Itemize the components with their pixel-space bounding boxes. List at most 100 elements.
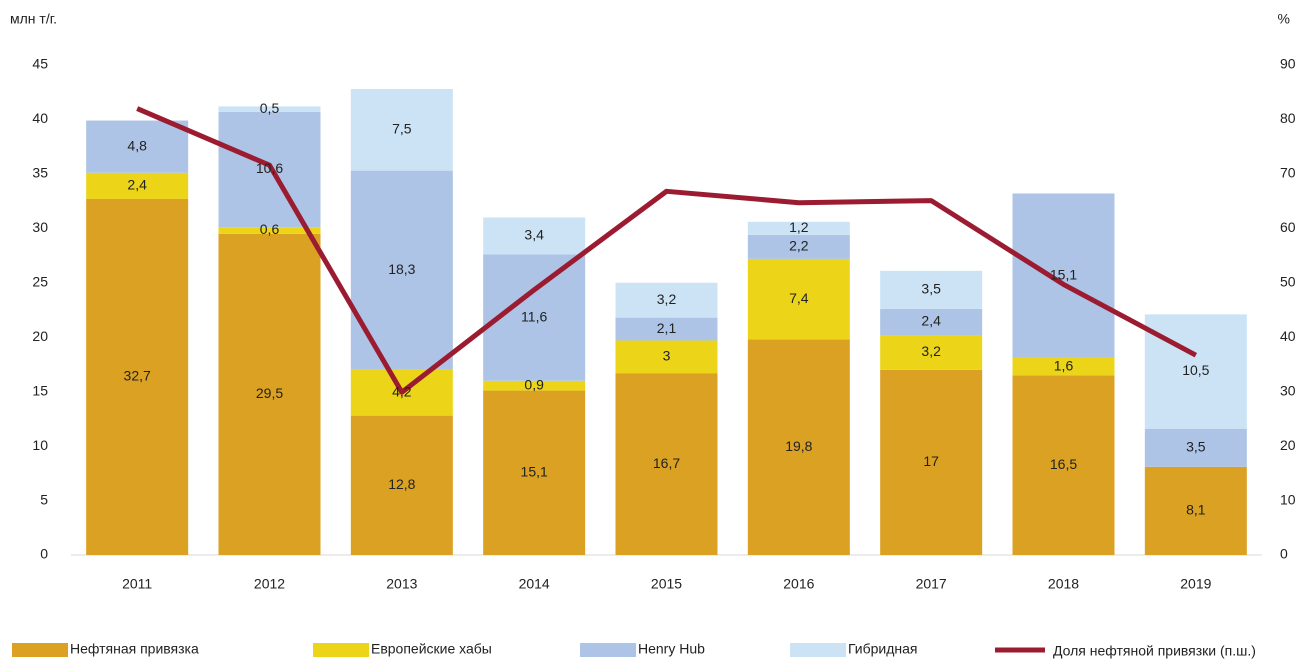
y-tick-label: 20 — [32, 328, 48, 344]
y-axis-unit: млн т/г. — [10, 11, 57, 27]
data-label: 19,8 — [785, 438, 812, 454]
data-label: 4,8 — [127, 137, 147, 153]
y2-tick-label: 0 — [1280, 546, 1288, 562]
y-tick-label: 30 — [32, 219, 48, 235]
legend-label: Европейские хабы — [371, 641, 492, 657]
bar-segment — [747, 221, 850, 235]
bar-segment — [1012, 375, 1115, 555]
bar-segment — [483, 380, 586, 391]
data-label: 17 — [923, 453, 939, 469]
legend-label: Нефтяная привязка — [70, 641, 199, 657]
data-label: 7,5 — [392, 120, 412, 136]
data-label: 3,2 — [921, 343, 941, 359]
bar-segment — [615, 373, 718, 555]
y2-tick-label: 20 — [1280, 437, 1296, 453]
y-tick-label: 40 — [32, 110, 48, 126]
y2-tick-label: 90 — [1280, 56, 1296, 72]
bar-segment — [880, 308, 983, 336]
y-tick-label: 10 — [32, 437, 48, 453]
x-tick-label: 2014 — [519, 576, 550, 592]
x-tick-label: 2015 — [651, 576, 682, 592]
data-label: 4,2 — [392, 383, 412, 399]
data-label: 1,2 — [789, 219, 809, 235]
data-label: 3,5 — [1186, 438, 1206, 454]
y2-tick-label: 40 — [1280, 328, 1296, 344]
bar-segment — [615, 317, 718, 341]
bar-segment — [747, 234, 850, 259]
data-label: 0,9 — [524, 376, 544, 392]
bar-segment — [1144, 466, 1247, 555]
bar-segment — [1144, 314, 1247, 429]
bar-segment — [747, 339, 850, 555]
data-label: 10,6 — [256, 160, 283, 176]
x-tick-label: 2019 — [1180, 576, 1211, 592]
legend-label: Henry Hub — [638, 641, 705, 657]
data-label: 3,5 — [921, 281, 941, 297]
x-tick-label: 2016 — [783, 576, 814, 592]
bar-segment — [218, 227, 321, 234]
y-tick-label: 5 — [40, 491, 48, 507]
y2-axis-unit: % — [1278, 11, 1290, 27]
bar-segment — [483, 217, 586, 255]
data-label: 3,2 — [657, 291, 677, 307]
data-label: 8,1 — [1186, 502, 1206, 518]
y-tick-label: 15 — [32, 382, 48, 398]
data-label: 0,5 — [260, 100, 280, 116]
bar-segment — [1144, 428, 1247, 467]
data-label: 29,5 — [256, 385, 283, 401]
y-tick-label: 0 — [40, 546, 48, 562]
data-label: 32,7 — [124, 368, 151, 384]
bar-segment — [218, 233, 321, 555]
data-label: 3,4 — [524, 227, 544, 243]
legend-label: Доля нефтяной привязки (п.ш.) — [1053, 643, 1256, 659]
bar-segment — [86, 120, 189, 173]
legend-swatch — [12, 643, 68, 657]
data-label: 15,1 — [1050, 266, 1077, 282]
y2-tick-label: 50 — [1280, 273, 1296, 289]
y2-tick-label: 10 — [1280, 491, 1296, 507]
x-tick-label: 2012 — [254, 576, 285, 592]
bar-segment — [880, 369, 983, 555]
y2-tick-label: 80 — [1280, 110, 1296, 126]
data-label: 2,4 — [127, 177, 147, 193]
bar-segment — [880, 270, 983, 309]
y2-tick-label: 70 — [1280, 165, 1296, 181]
y2-tick-label: 30 — [1280, 382, 1296, 398]
bar-segment — [86, 198, 189, 555]
y-tick-label: 45 — [32, 56, 48, 72]
bar-segment — [615, 282, 718, 318]
data-label: 2,4 — [921, 313, 941, 329]
legend-swatch — [580, 643, 636, 657]
x-tick-label: 2011 — [122, 576, 152, 592]
data-label: 18,3 — [388, 261, 415, 277]
data-label: 0,6 — [260, 221, 280, 237]
y2-tick-label: 60 — [1280, 219, 1296, 235]
y-tick-label: 25 — [32, 273, 48, 289]
data-label: 2,2 — [789, 238, 809, 254]
bar-segment — [483, 390, 586, 555]
bar-segment — [350, 88, 453, 171]
data-label: 11,6 — [521, 308, 547, 324]
data-label: 3 — [663, 348, 671, 364]
data-label: 12,8 — [388, 476, 415, 492]
data-label: 15,1 — [521, 463, 548, 479]
y-tick-label: 35 — [32, 165, 48, 181]
x-tick-label: 2018 — [1048, 576, 1079, 592]
bar-segment — [86, 172, 189, 199]
data-label: 16,5 — [1050, 456, 1077, 472]
bar-segment — [350, 415, 453, 555]
x-tick-label: 2013 — [386, 576, 417, 592]
legend-swatch — [313, 643, 369, 657]
bar-segment — [880, 335, 983, 370]
x-tick-label: 2017 — [916, 576, 947, 592]
bar-segment — [615, 340, 718, 374]
legend-swatch — [790, 643, 846, 657]
bar-segment — [218, 106, 321, 112]
line-series — [136, 106, 1198, 395]
bar-segment — [1012, 357, 1115, 376]
bar-segment — [747, 258, 850, 340]
data-label: 16,7 — [653, 455, 680, 471]
data-label: 2,1 — [657, 320, 677, 336]
legend-label: Гибридная — [848, 641, 918, 657]
